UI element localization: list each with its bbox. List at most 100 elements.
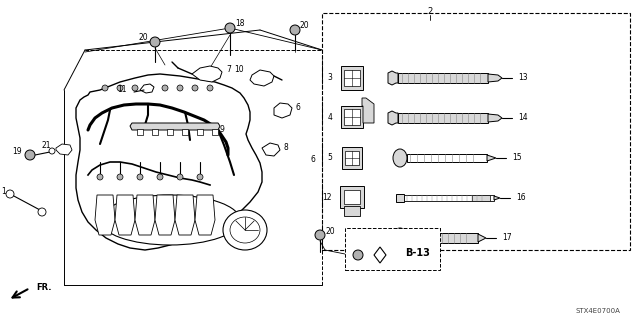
- Polygon shape: [155, 195, 175, 235]
- Bar: [137, 129, 143, 135]
- Text: 1: 1: [1, 188, 6, 197]
- Polygon shape: [488, 74, 502, 82]
- Bar: [398, 73, 488, 83]
- Text: 17: 17: [502, 234, 511, 242]
- Polygon shape: [95, 195, 115, 235]
- Bar: [344, 109, 360, 125]
- Bar: [341, 66, 363, 90]
- Ellipse shape: [230, 217, 260, 243]
- Bar: [407, 154, 487, 162]
- Polygon shape: [140, 84, 154, 93]
- Bar: [398, 113, 488, 123]
- Circle shape: [177, 174, 183, 180]
- Text: 9: 9: [220, 125, 225, 135]
- Bar: [345, 228, 440, 270]
- Text: 15: 15: [512, 153, 522, 162]
- Polygon shape: [76, 74, 262, 250]
- Bar: [344, 206, 360, 216]
- Text: 8: 8: [283, 144, 288, 152]
- Polygon shape: [195, 195, 215, 235]
- Polygon shape: [192, 66, 222, 82]
- Bar: [152, 129, 158, 135]
- Polygon shape: [274, 103, 292, 118]
- Text: 11: 11: [118, 85, 127, 94]
- Text: 21: 21: [42, 140, 51, 150]
- Bar: [340, 186, 364, 208]
- Polygon shape: [494, 196, 500, 200]
- Polygon shape: [374, 247, 386, 263]
- Circle shape: [162, 85, 168, 91]
- Polygon shape: [56, 144, 72, 155]
- Polygon shape: [388, 111, 398, 125]
- Circle shape: [132, 85, 138, 91]
- Polygon shape: [487, 155, 496, 161]
- Circle shape: [177, 85, 183, 91]
- Bar: [197, 129, 203, 135]
- Circle shape: [225, 23, 235, 33]
- Circle shape: [102, 85, 108, 91]
- Polygon shape: [478, 234, 486, 242]
- Circle shape: [197, 174, 203, 180]
- Text: 5: 5: [327, 153, 332, 162]
- Circle shape: [192, 85, 198, 91]
- Circle shape: [25, 150, 35, 160]
- Polygon shape: [388, 71, 398, 85]
- Bar: [182, 129, 188, 135]
- Bar: [404, 195, 494, 201]
- Circle shape: [49, 148, 55, 154]
- Text: 2: 2: [428, 8, 433, 17]
- Polygon shape: [488, 114, 502, 122]
- Bar: [396, 194, 404, 202]
- Text: 7: 7: [226, 65, 231, 75]
- Text: 20: 20: [325, 227, 335, 236]
- Bar: [167, 129, 173, 135]
- Text: 14: 14: [518, 114, 527, 122]
- Circle shape: [117, 174, 123, 180]
- Polygon shape: [175, 195, 195, 235]
- Text: 20: 20: [300, 21, 310, 31]
- Text: 3: 3: [327, 73, 332, 83]
- Text: 13: 13: [518, 73, 527, 83]
- Bar: [322, 13, 630, 250]
- Text: 16: 16: [516, 194, 525, 203]
- Circle shape: [147, 85, 153, 91]
- Circle shape: [97, 174, 103, 180]
- Bar: [472, 195, 490, 201]
- Text: 20: 20: [138, 33, 148, 42]
- Polygon shape: [135, 195, 155, 235]
- Circle shape: [396, 234, 404, 242]
- Circle shape: [290, 25, 300, 35]
- Text: 19: 19: [12, 147, 22, 157]
- Polygon shape: [115, 195, 135, 235]
- Bar: [408, 233, 478, 243]
- Bar: [342, 147, 362, 169]
- Ellipse shape: [392, 228, 408, 248]
- Circle shape: [315, 230, 325, 240]
- Polygon shape: [262, 143, 280, 156]
- Ellipse shape: [393, 149, 407, 167]
- Text: FR.: FR.: [36, 283, 51, 292]
- Text: B-13: B-13: [405, 248, 430, 258]
- Polygon shape: [130, 123, 220, 130]
- Bar: [344, 190, 360, 204]
- Circle shape: [150, 37, 160, 47]
- Text: 6: 6: [295, 103, 300, 113]
- Polygon shape: [362, 98, 374, 123]
- Ellipse shape: [223, 210, 267, 250]
- Text: 18: 18: [235, 19, 244, 28]
- Text: STX4E0700A: STX4E0700A: [575, 308, 620, 314]
- Bar: [341, 106, 363, 128]
- Ellipse shape: [100, 195, 240, 245]
- Circle shape: [117, 85, 123, 91]
- Text: 4: 4: [327, 114, 332, 122]
- Bar: [212, 129, 218, 135]
- Circle shape: [6, 190, 14, 198]
- Polygon shape: [250, 70, 274, 86]
- Text: 6: 6: [310, 155, 315, 165]
- Circle shape: [157, 174, 163, 180]
- Circle shape: [207, 85, 213, 91]
- Text: 10: 10: [234, 65, 244, 75]
- Circle shape: [38, 208, 46, 216]
- Bar: [344, 70, 360, 86]
- Bar: [345, 151, 359, 165]
